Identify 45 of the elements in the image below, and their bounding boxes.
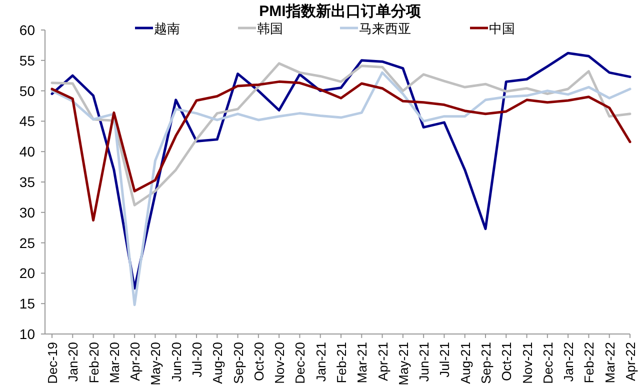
x-tick-label: Nov-20 (272, 342, 288, 384)
x-tick-label: Feb-21 (334, 342, 349, 384)
legend-label: 中国 (489, 21, 515, 36)
x-tick-label: Mar-21 (354, 342, 370, 384)
x-tick-label: Sep-21 (478, 342, 494, 384)
x-tick-label: May-20 (148, 342, 164, 386)
x-tick-label: May-21 (396, 342, 411, 386)
x-tick-label: Dec-19 (45, 342, 60, 384)
y-tick-label: 55 (19, 52, 36, 68)
x-tick-label: Nov-21 (520, 342, 535, 384)
x-tick-label: Mar-20 (106, 342, 122, 384)
x-tick-label: Jun-20 (168, 342, 184, 382)
x-tick-label: Dec-20 (292, 342, 308, 384)
x-tick-label: Jul-21 (437, 342, 452, 378)
x-tick-label: Jan-21 (313, 342, 328, 382)
x-tick-label: Oct-20 (251, 342, 266, 382)
x-tick-label: Oct-21 (499, 342, 514, 382)
x-tick-label: Apr-22 (623, 342, 638, 382)
y-tick-label: 50 (19, 82, 36, 99)
x-tick-label: Jan-22 (561, 342, 576, 382)
x-tick-label: Sep-20 (230, 342, 246, 384)
x-tick-label: Aug-20 (210, 342, 226, 384)
x-tick-label: Mar-22 (602, 342, 618, 384)
y-tick-label: 30 (19, 204, 36, 220)
y-tick-label: 45 (19, 113, 36, 130)
y-tick-label: 25 (19, 234, 36, 251)
y-tick-label: 10 (19, 326, 36, 342)
y-tick-label: 15 (19, 296, 36, 312)
legend-label: 马来西亚 (359, 21, 411, 36)
y-tick-label: 40 (19, 144, 36, 160)
x-tick-label: Feb-20 (86, 342, 102, 384)
y-tick-label: 35 (19, 174, 36, 190)
x-tick-label: Apr-20 (128, 342, 143, 382)
x-tick-label: Jun-21 (416, 342, 432, 382)
x-tick-label: Jul-20 (190, 342, 204, 378)
x-tick-label: Feb-22 (582, 342, 597, 384)
chart-title: PMI指数新出口订单分项 (259, 2, 422, 20)
y-tick-label: 60 (19, 22, 36, 38)
x-tick-label: Jan-20 (66, 342, 81, 382)
legend-label: 韩国 (257, 21, 283, 36)
y-tick-label: 20 (19, 265, 36, 282)
x-tick-label: Aug-21 (458, 342, 473, 384)
x-tick-label: Apr-21 (375, 342, 390, 382)
legend-label: 越南 (154, 21, 180, 36)
x-tick-label: Dec-21 (540, 342, 556, 384)
